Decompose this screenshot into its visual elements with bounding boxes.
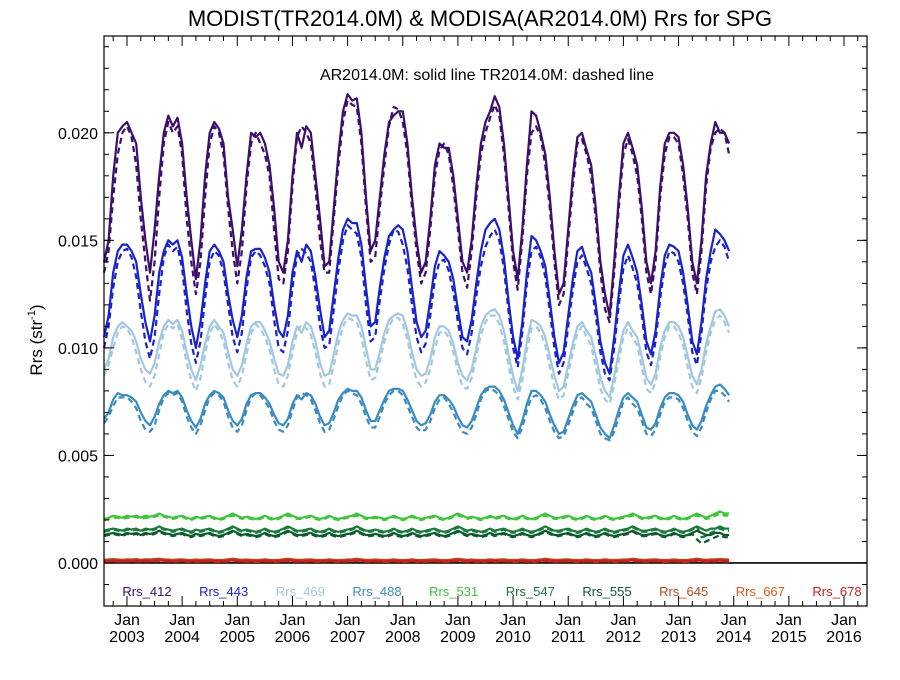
x-tick-month-label: Jan [776, 612, 802, 629]
x-tick-month-label: Jan [555, 612, 581, 629]
x-tick-year-label: 2004 [164, 629, 200, 646]
y-tick-label: 0.010 [58, 341, 98, 358]
x-tick-year-label: 2005 [219, 629, 255, 646]
series-line-rrs-443-ar [102, 217, 731, 375]
x-tick-month-label: Jan [445, 612, 471, 629]
series-line-rrs-645-ar [103, 557, 730, 562]
x-tick-year-label: 2012 [606, 629, 642, 646]
plot-layer [102, 93, 867, 564]
x-tick-month-label: Jan [169, 612, 195, 629]
x-tick-year-label: 2015 [771, 629, 807, 646]
x-tick-month-label: Jan [335, 612, 361, 629]
x-tick-year-label: 2011 [551, 629, 586, 646]
y-axis-label-text: Rrs (str [27, 320, 46, 376]
legend: Rrs_412 Rrs_443 Rrs_469 Rrs_488 Rrs_531 Rrs_5… [122, 584, 861, 599]
legend-item-rrs-412: Rrs_412 [122, 584, 171, 599]
legend-item-rrs-547: Rrs_547 [506, 584, 555, 599]
legend-item-rrs-443: Rrs_443 [199, 584, 248, 599]
legend-item-rrs-555: Rrs_555 [582, 584, 631, 599]
x-tick-year-label: 2013 [661, 629, 697, 646]
x-tick-month-label: Jan [721, 612, 747, 629]
legend-item-rrs-667: Rrs_667 [736, 584, 785, 599]
y-tick-label: 0.000 [58, 556, 98, 573]
y-tick-label: 0.015 [58, 233, 98, 250]
x-tick-month-label: Jan [224, 612, 250, 629]
axes-layer: 0.0000.0050.0100.0150.020Jan2003Jan2004J… [58, 35, 868, 646]
y-tick-label: 0.020 [58, 126, 98, 143]
series-line-rrs-678-ar [103, 559, 730, 563]
x-tick-year-label: 2009 [440, 629, 476, 646]
legend-item-rrs-678: Rrs_678 [812, 584, 861, 599]
x-tick-month-label: Jan [831, 612, 857, 629]
x-tick-year-label: 2007 [330, 629, 366, 646]
series-line-rrs-555-ar [103, 529, 730, 538]
series-line-rrs-469-ar [102, 308, 731, 399]
series-line-rrs-488-tr [103, 387, 730, 442]
x-tick-year-label: 2010 [495, 629, 531, 646]
x-tick-year-label: 2006 [275, 629, 311, 646]
x-tick-year-label: 2016 [826, 629, 862, 646]
y-axis-label-close: ) [27, 304, 46, 310]
x-tick-month-label: Jan [114, 612, 140, 629]
y-axis-label-superscript: -1 [26, 310, 38, 320]
legend-item-rrs-488: Rrs_488 [352, 584, 401, 599]
x-tick-month-label: Jan [390, 612, 416, 629]
y-axis-label: Rrs (str-1) [26, 304, 46, 375]
series-line-rrs-531-ar [103, 510, 730, 520]
series-line-rrs-443-tr [102, 224, 731, 382]
series-line-rrs-488-ar [103, 383, 730, 440]
x-tick-month-label: Jan [280, 612, 306, 629]
chart-annotation: AR2014.0M: solid line TR2014.0M: dashed … [320, 67, 654, 84]
x-tick-year-label: 2014 [716, 629, 752, 646]
series-line-rrs-412-ar [102, 93, 731, 317]
x-tick-year-label: 2003 [109, 629, 145, 646]
x-tick-month-label: Jan [500, 612, 526, 629]
chart-title: MODIST(TR2014.0M) & MODISA(AR2014.0M) Rr… [188, 6, 772, 31]
series-line-rrs-547-ar [103, 525, 730, 533]
legend-item-rrs-531: Rrs_531 [429, 584, 478, 599]
series-line-rrs-469-tr [102, 314, 731, 405]
legend-item-rrs-469: Rrs_469 [276, 584, 325, 599]
y-tick-label: 0.005 [58, 448, 98, 465]
legend-item-rrs-645: Rrs_645 [659, 584, 708, 599]
x-tick-month-label: Jan [666, 612, 692, 629]
x-tick-month-label: Jan [610, 612, 636, 629]
x-tick-year-label: 2008 [385, 629, 421, 646]
